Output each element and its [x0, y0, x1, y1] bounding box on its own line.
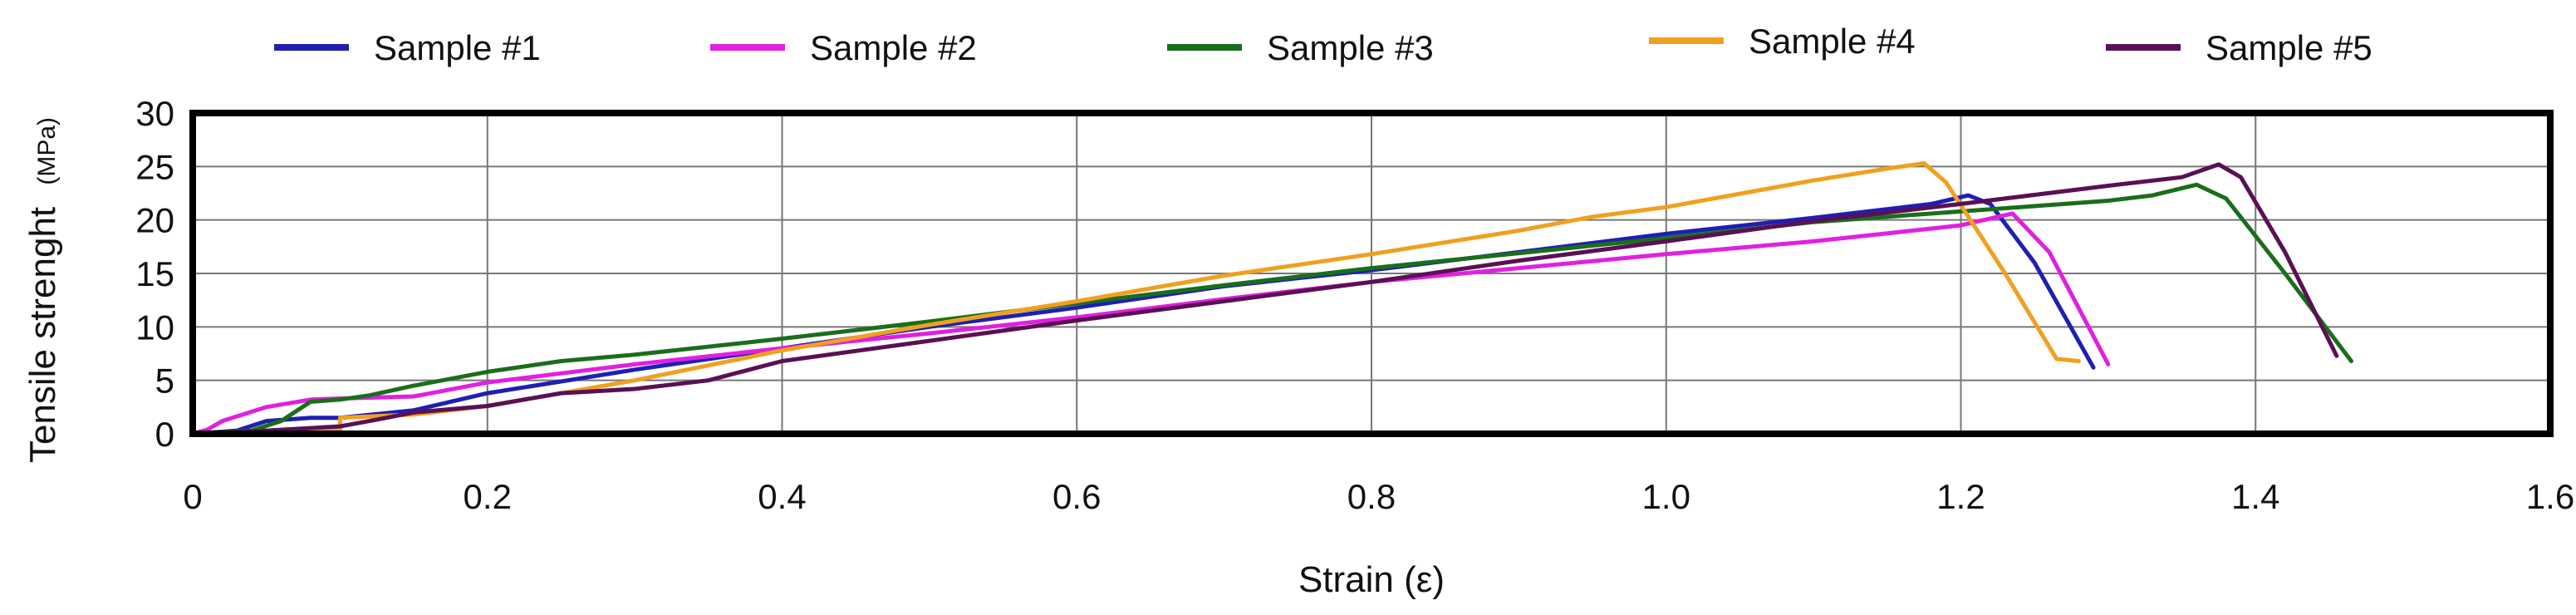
series-line-5: [190, 162, 2339, 436]
y-tick-label: 20: [135, 201, 174, 240]
x-axis-label: Strain (ε): [1298, 559, 1445, 600]
x-tick-label: 0.4: [758, 477, 806, 516]
legend-label: Sample #2: [810, 28, 977, 67]
legend-label: Sample #5: [2206, 28, 2372, 67]
legend-label: Sample #4: [1749, 22, 1916, 61]
x-tick-label: 0: [183, 477, 202, 516]
plot-frame: [189, 110, 2554, 437]
x-axis-ticks: 0 0.2 0.4 0.6 0.8 1.0 1.2 1.4 1.6: [183, 477, 2574, 516]
x-tick-label: 1.2: [1936, 477, 1985, 516]
y-axis-label: Tensile strenght (MPa): [22, 117, 63, 463]
y-tick-label: 25: [135, 147, 174, 186]
y-axis-label-text: Tensile strenght: [22, 207, 63, 463]
y-axis-ticks: 0 5 10 15 20 25 30: [135, 94, 174, 454]
y-tick-label: 30: [135, 94, 174, 133]
grid: [193, 113, 2550, 434]
x-tick-label: 0.2: [464, 477, 512, 516]
y-axis-label-unit: (MPa): [33, 117, 61, 185]
y-tick-label: 5: [155, 362, 174, 401]
x-tick-label: 1.4: [2231, 477, 2279, 516]
x-tick-label: 0.8: [1347, 477, 1396, 516]
y-tick-label: 15: [135, 254, 174, 293]
y-tick-label: 10: [135, 308, 174, 347]
legend-label: Sample #1: [374, 28, 541, 67]
legend-label: Sample #3: [1267, 28, 1434, 67]
series-lines: [190, 161, 2353, 436]
legend: Sample #1 Sample #2 Sample #3 Sample #4 Samp…: [274, 22, 2372, 67]
x-tick-label: 1.6: [2526, 477, 2574, 516]
x-tick-label: 1.0: [1642, 477, 1690, 516]
series-line-2: [190, 211, 2111, 436]
series-line-4: [190, 161, 2081, 436]
y-tick-label: 0: [155, 415, 174, 454]
x-tick-label: 0.6: [1052, 477, 1101, 516]
series-line-1: [190, 193, 2096, 436]
